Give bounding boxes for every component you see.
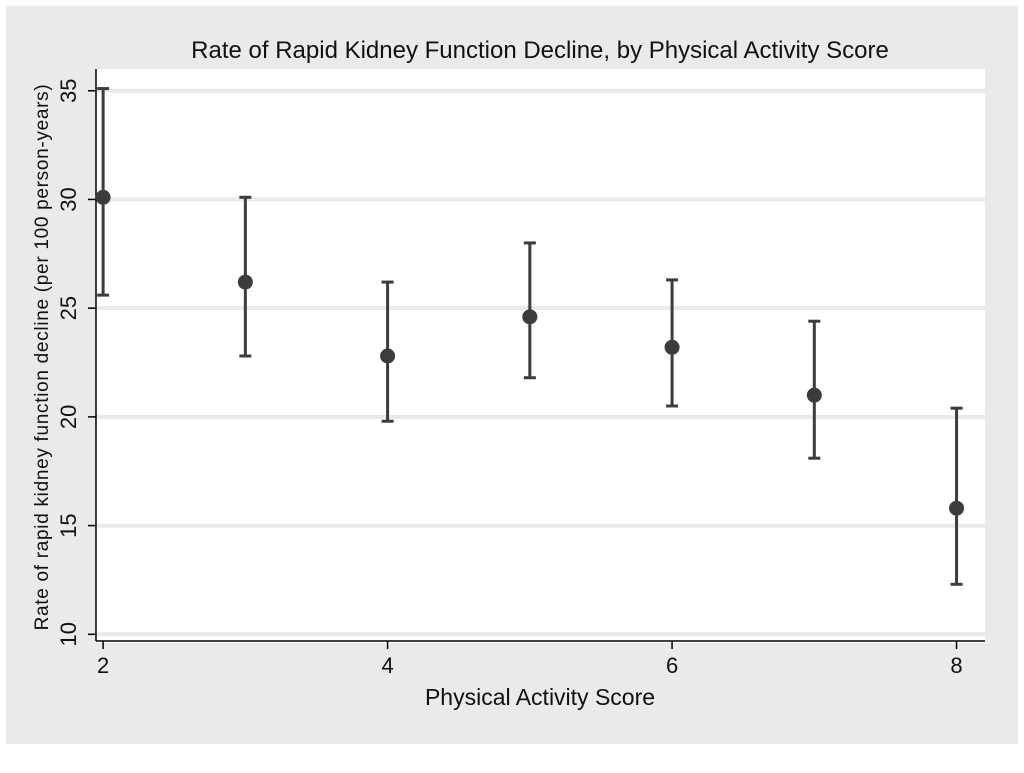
- x-tick-label-8: 8: [950, 653, 962, 678]
- chart-title: Rate of Rapid Kidney Function Decline, b…: [191, 37, 889, 64]
- y-tick-label-35: 35: [56, 79, 81, 103]
- data-point-7: [806, 387, 822, 403]
- y-tick-label-20: 20: [56, 405, 81, 429]
- data-point-8: [949, 500, 965, 516]
- y-tick-label-25: 25: [56, 296, 81, 320]
- axes: [95, 69, 985, 642]
- y-axis-title: Rate of rapid kidney function decline (p…: [32, 84, 53, 631]
- x-tick-label-4: 4: [381, 653, 393, 678]
- data-points: [95, 189, 965, 516]
- y-tick-label-30: 30: [56, 187, 81, 211]
- data-point-5: [522, 309, 538, 325]
- data-point-3: [237, 274, 253, 290]
- y-tick-label-15: 15: [56, 513, 81, 537]
- data-point-2: [95, 189, 111, 205]
- x-axis-title: Physical Activity Score: [425, 684, 655, 710]
- x-tick-label-2: 2: [97, 653, 109, 678]
- data-point-4: [380, 348, 396, 364]
- ticks: 2 4 6 8 10 15 20 25 30 35: [56, 79, 963, 678]
- data-point-6: [664, 339, 680, 355]
- y-tick-label-10: 10: [56, 622, 81, 646]
- x-tick-label-6: 6: [666, 653, 678, 678]
- plot-area: [96, 69, 985, 643]
